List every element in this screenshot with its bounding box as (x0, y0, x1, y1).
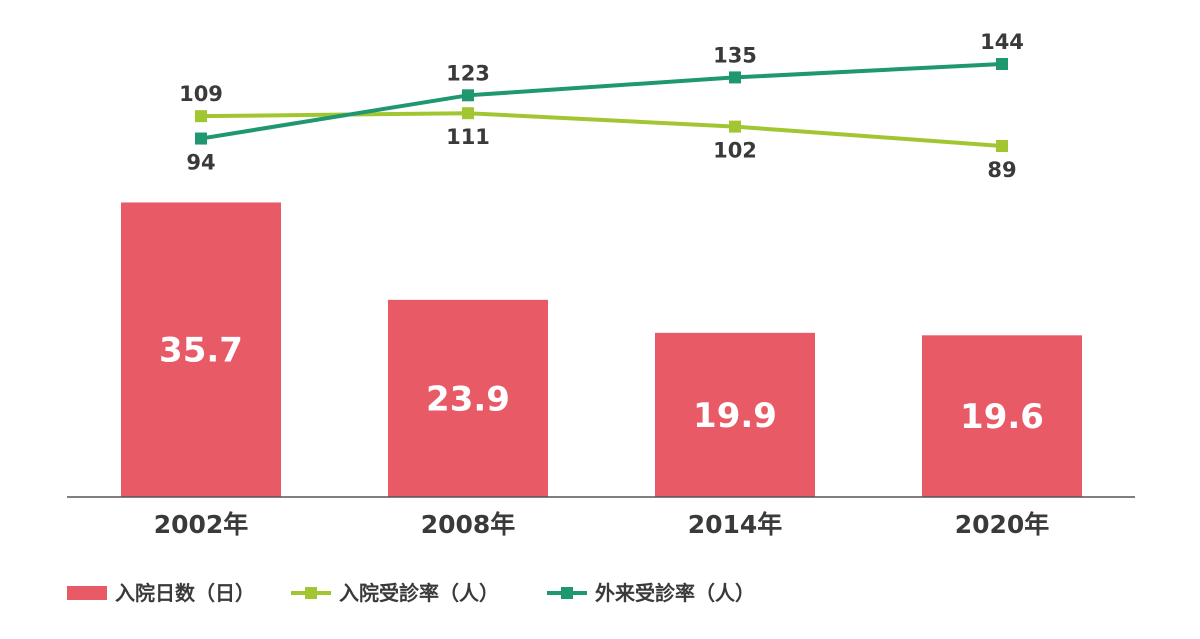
legend-label: 入院受診率（人） (339, 581, 499, 605)
legend-label: 外来受診率（人） (595, 581, 755, 605)
bar-2014年 (655, 332, 815, 497)
bars-layer: 35.7 23.9 19.9 19.6 (121, 202, 1082, 497)
legend-label: 入院日数（日） (115, 581, 255, 605)
line-marker (996, 140, 1008, 152)
line-value-label: 111 (446, 125, 490, 149)
legend-swatch-bar (67, 586, 107, 600)
legend-swatch-marker (305, 587, 317, 599)
x-tick-label: 2008年 (421, 510, 516, 539)
line-marker (462, 107, 474, 120)
x-tick-label: 2002年 (154, 510, 249, 539)
line-marker (996, 58, 1008, 70)
x-tick-label: 2020年 (955, 510, 1050, 539)
bar-2002年 (121, 202, 281, 497)
line-value-label: 144 (980, 30, 1024, 54)
line-series-1 (200, 111, 1003, 148)
bar-value-label: 19.9 (693, 396, 777, 436)
bar-value-label: 35.7 (159, 331, 243, 371)
line-value-label: 94 (186, 151, 215, 175)
line-series-2 (200, 62, 1003, 141)
legend: 入院日数（日） 入院受診率（人） 外来受診率（人） (67, 581, 755, 605)
line-value-label: 89 (987, 158, 1016, 182)
line-value-label: 135 (713, 43, 757, 67)
line-marker (462, 89, 474, 102)
bar-2020年 (922, 335, 1082, 497)
line-marker (729, 71, 741, 84)
bar-2008年 (388, 299, 548, 497)
line-marker (195, 110, 207, 123)
bar-value-label: 23.9 (426, 379, 510, 419)
line-value-label: 102 (713, 139, 757, 163)
bar-value-label: 19.6 (960, 397, 1044, 437)
line-value-label: 123 (446, 61, 490, 85)
x-tick-labels: 2002年 2008年 2014年 2020年 (154, 510, 1050, 539)
line-marker (195, 132, 207, 145)
lines-layer: 109 111 102 89 94 123 135 144 (179, 30, 1024, 182)
line-marker (729, 120, 741, 133)
x-tick-label: 2014年 (688, 510, 783, 539)
legend-swatch-marker (561, 587, 573, 599)
line-value-label: 109 (179, 82, 223, 106)
